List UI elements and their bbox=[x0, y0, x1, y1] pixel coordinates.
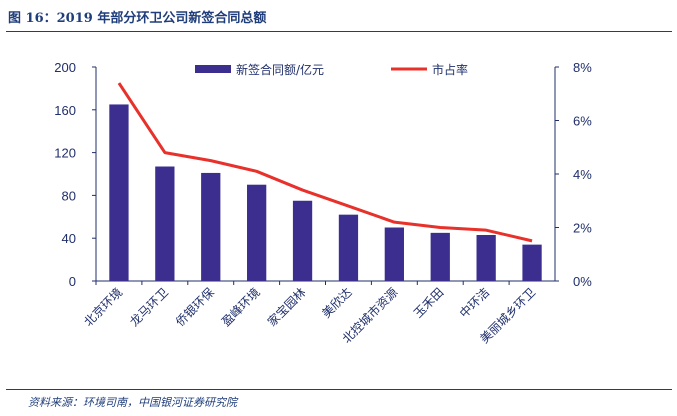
left-tick-label: 80 bbox=[62, 188, 76, 203]
category-label: 中环洁 bbox=[456, 285, 492, 321]
category-label: 玉禾田 bbox=[411, 285, 446, 320]
right-tick-label: 8% bbox=[573, 60, 592, 75]
legend-bar-swatch bbox=[195, 65, 231, 73]
bar bbox=[247, 184, 267, 281]
right-tick-label: 4% bbox=[573, 167, 592, 182]
left-tick-label: 200 bbox=[54, 60, 76, 75]
source-divider bbox=[6, 389, 672, 390]
category-label: 家宝园林 bbox=[264, 285, 309, 330]
bar bbox=[522, 244, 542, 281]
legend-line-label: 市占率 bbox=[432, 62, 468, 77]
bar bbox=[155, 166, 175, 281]
right-tick-label: 2% bbox=[573, 221, 592, 236]
category-label: 侨银环保 bbox=[173, 285, 217, 329]
category-label: 北京环境 bbox=[81, 285, 126, 330]
bar bbox=[384, 227, 404, 281]
bar bbox=[201, 172, 221, 281]
figure-title: 图 16：2019 年部分环卫公司新签合同总额 bbox=[8, 11, 267, 26]
category-label: 盈峰环境 bbox=[218, 285, 263, 330]
left-tick-label: 160 bbox=[54, 103, 76, 118]
left-tick-label: 120 bbox=[54, 146, 76, 161]
bar bbox=[476, 234, 496, 281]
left-tick-label: 40 bbox=[62, 231, 76, 246]
combo-chart: 0 40 80 120 160 200 0% 2% 4% 6% 8% 北京环境 龙马环卫 侨银环保 盈峰环… bbox=[54, 60, 592, 346]
source-note: 资料来源：环境司南，中国银河证券研究院 bbox=[28, 396, 237, 409]
category-label: 龙马环卫 bbox=[127, 285, 171, 329]
market-share-line bbox=[117, 82, 533, 243]
bar bbox=[338, 214, 359, 281]
bar bbox=[109, 104, 129, 281]
left-tick-label: 0 bbox=[69, 274, 76, 289]
title-divider bbox=[6, 31, 672, 32]
bar bbox=[430, 232, 450, 281]
category-label: 美欣达 bbox=[319, 285, 354, 320]
legend-bar-label: 新签合同额/亿元 bbox=[236, 62, 324, 77]
right-tick-label: 6% bbox=[573, 114, 592, 129]
right-tick-label: 0% bbox=[573, 274, 592, 289]
bar bbox=[292, 200, 313, 281]
